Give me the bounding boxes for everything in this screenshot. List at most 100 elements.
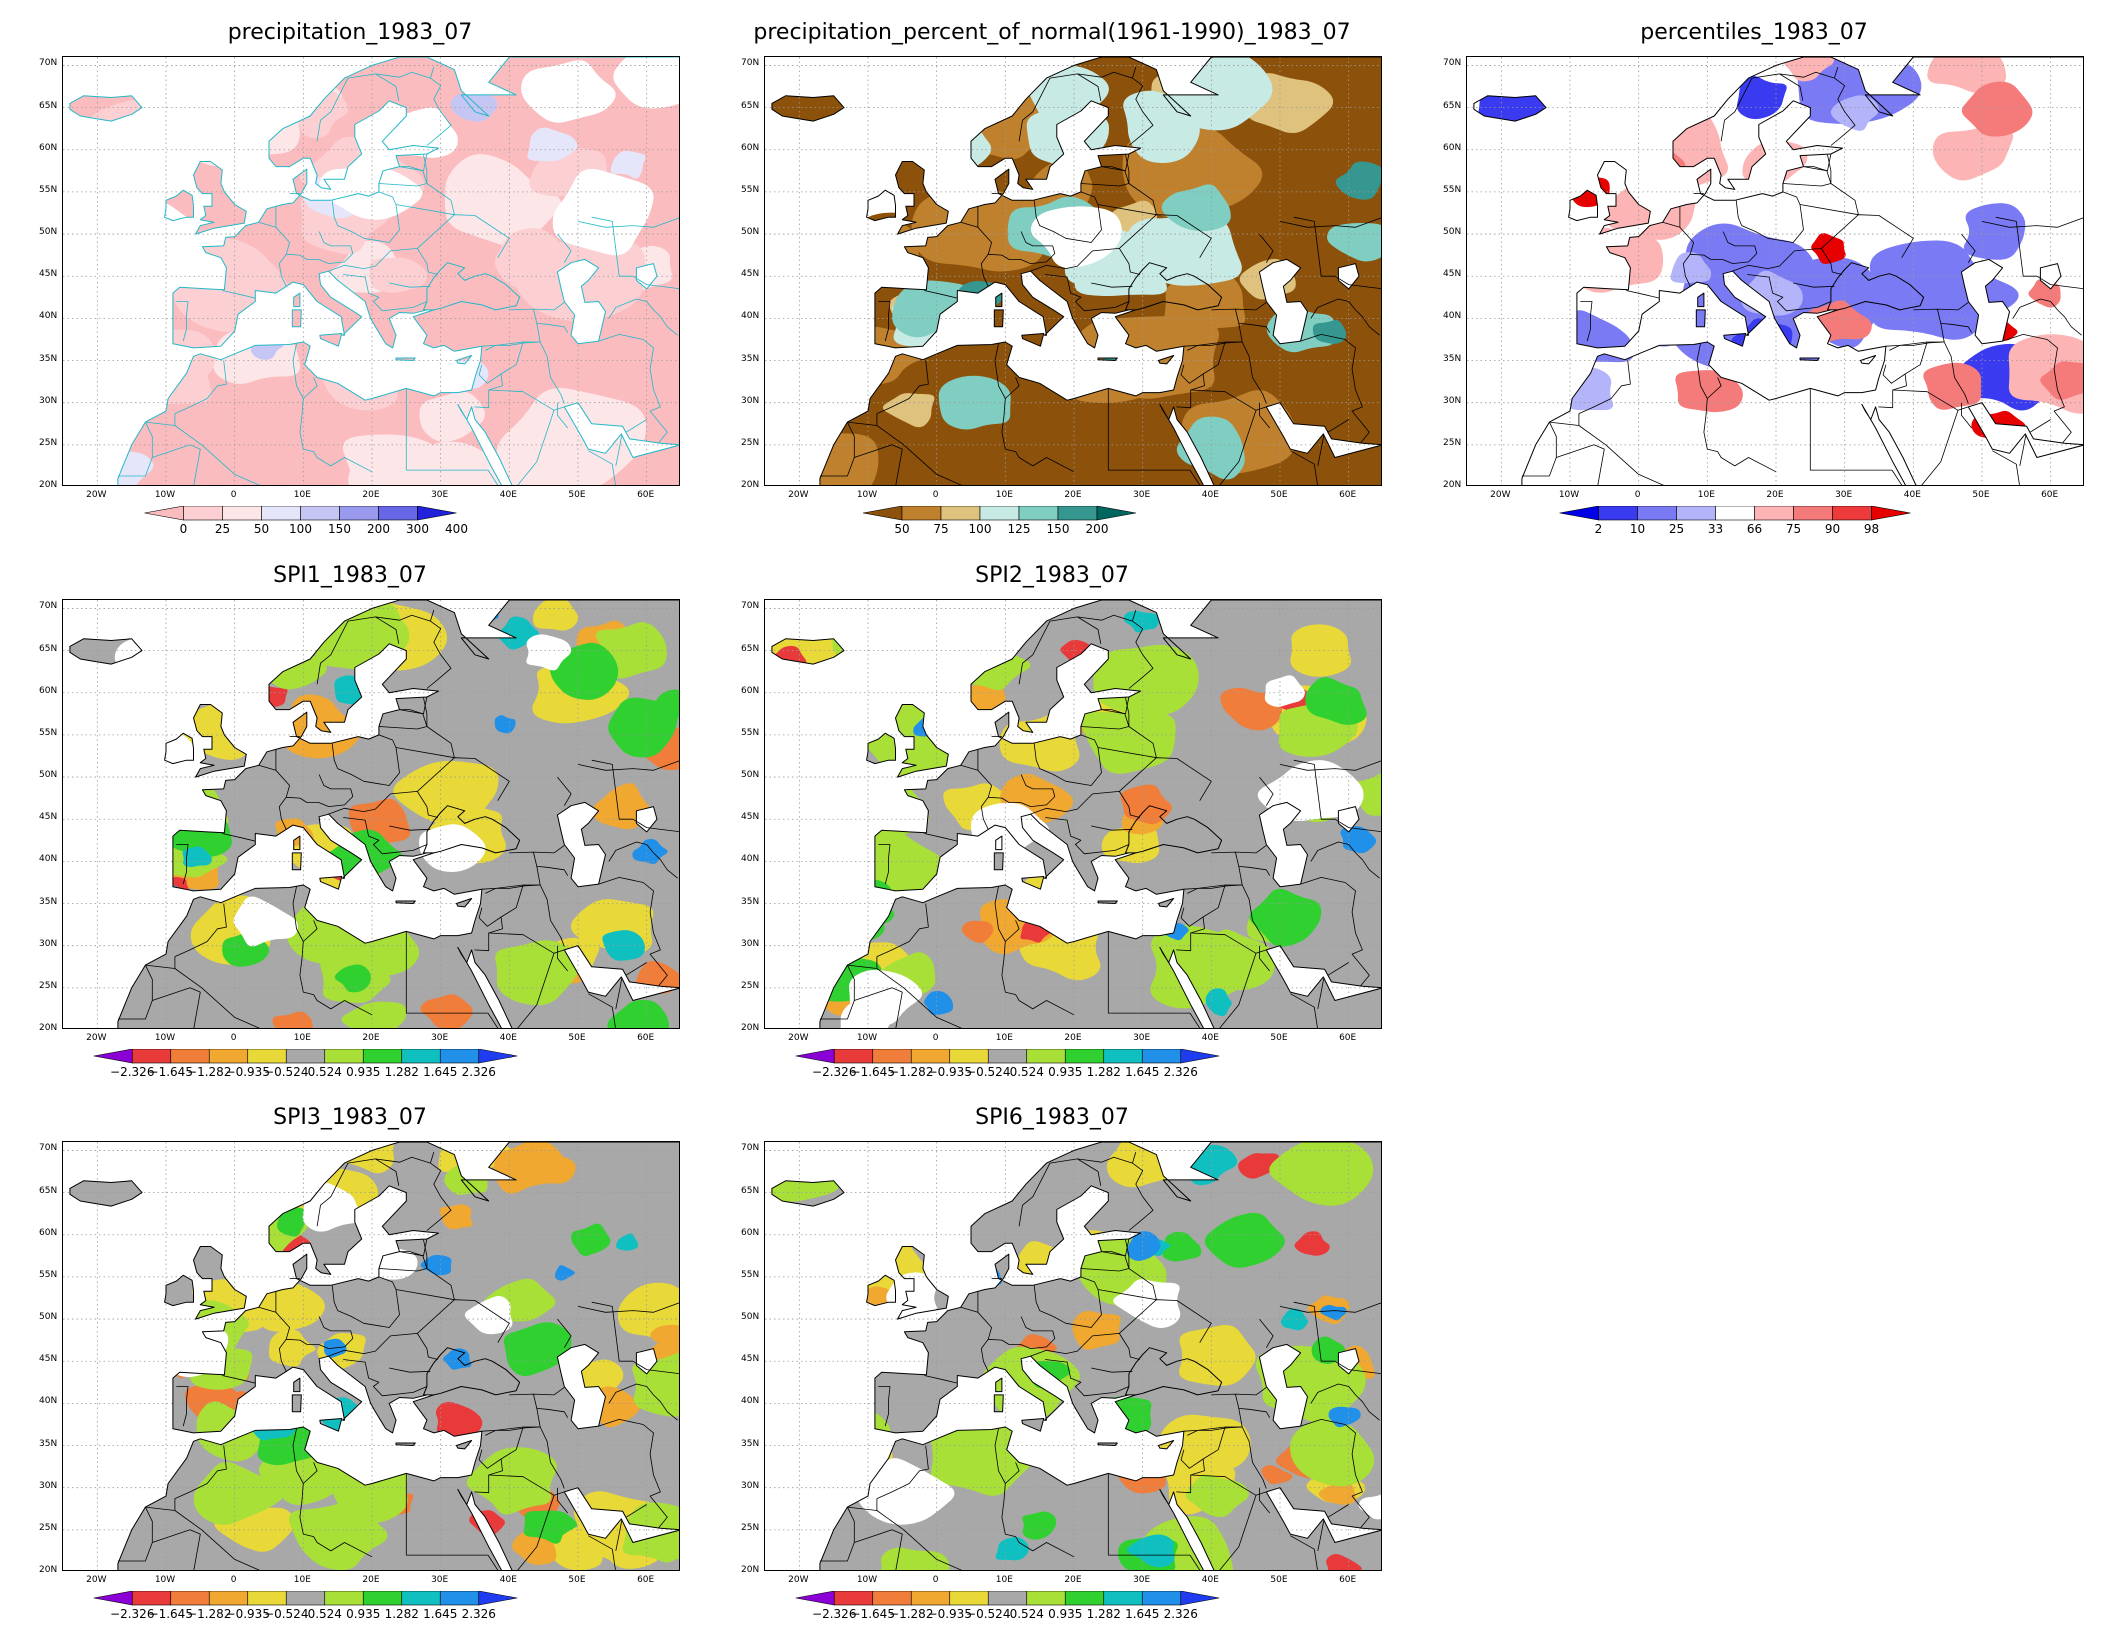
lon-tick-label: 40E <box>1201 490 1219 500</box>
colorbar: 0 25 50 100 150 200 300 400 <box>0 505 700 546</box>
colorbar-swatch <box>795 1048 835 1064</box>
colorbar-swatch <box>901 505 942 521</box>
lon-tick-label: 0 <box>932 490 939 500</box>
colorbar-swatch <box>1018 505 1059 521</box>
lat-tick-label: 40N <box>39 311 58 322</box>
colorbar-label: 1.282 <box>384 1607 419 1621</box>
lat-tick-label: 70N <box>741 601 760 612</box>
lat-tick-label: 45N <box>741 1354 760 1365</box>
map-canvas <box>63 1142 679 1570</box>
lat-tick-label: 65N <box>39 1185 58 1196</box>
colorbar-swatch <box>833 1048 874 1064</box>
lat-tick-label: 40N <box>741 854 760 865</box>
colorbar: −2.326 −1.645 −1.282 −0.935 −0.524 0.524 0.935… <box>0 1048 700 1089</box>
lat-tick-label: 25N <box>741 437 760 448</box>
colorbar-swatch <box>1026 1048 1066 1064</box>
panel-title: precipitation_1983_07 <box>227 20 473 45</box>
colorbar-swatch <box>1793 505 1833 521</box>
lat-tick-label: 50N <box>39 227 58 238</box>
map-panel-precipitation: precipitation_1983_07 70N 65N 60N 55N 50N 45N 4… <box>0 20 700 540</box>
map-canvas <box>765 1142 1381 1570</box>
colorbar-swatch <box>362 1048 403 1064</box>
lon-tick-label: 30E <box>1133 1575 1151 1585</box>
colorbar-label: 25 <box>1668 522 1685 536</box>
lat-tick-label: 40N <box>741 1396 760 1407</box>
map-panel-percentiles: percentiles_1983_07 70N 65N 60N 55N 50N 45N 40N… <box>1404 20 2104 540</box>
lon-tick-label: 0 <box>230 490 237 500</box>
lat-tick-label: 55N <box>39 727 58 738</box>
lon-tick-label: 10E <box>293 490 311 500</box>
colorbar-label: 125 <box>1007 522 1031 536</box>
colorbar-swatch <box>1096 505 1137 521</box>
lat-tick-label: 20N <box>741 1565 760 1575</box>
colorbar-swatch <box>170 1590 210 1606</box>
lon-tick-label: 0 <box>932 1575 939 1585</box>
lon-tick-label: 60E <box>637 1033 655 1043</box>
colorbar-label: −0.935 <box>927 1065 972 1079</box>
map-area <box>62 56 680 486</box>
colorbar-swatch <box>144 505 184 521</box>
colorbar-swatch <box>285 1048 326 1064</box>
colorbar-label: 2.326 <box>1163 1065 1198 1079</box>
colorbar-swatch <box>940 505 981 521</box>
lat-tick-label: 30N <box>39 1480 58 1491</box>
lat-tick-label: 70N <box>741 1143 760 1154</box>
colorbar-label: 0.524 <box>1009 1065 1044 1079</box>
colorbar-swatch <box>1064 1590 1105 1606</box>
lon-tick-label: 10W <box>154 490 176 500</box>
lon-tick-label: 50E <box>568 1033 586 1043</box>
lon-tick-label: 60E <box>1339 1033 1357 1043</box>
lon-tick-label: 20W <box>86 490 107 500</box>
colorbar-label: −0.935 <box>225 1065 270 1079</box>
lon-tick-label: 20W <box>788 490 809 500</box>
panel-title: percentiles_1983_07 <box>1640 20 1868 45</box>
lat-tick-label: 55N <box>741 727 760 738</box>
map-canvas <box>1467 57 2083 485</box>
lon-tick-label: 0 <box>932 1033 939 1043</box>
lon-tick-label: 10E <box>1697 490 1715 500</box>
panel-title: SPI1_1983_07 <box>273 563 427 588</box>
lon-tick-label: 60E <box>1339 1575 1357 1585</box>
lat-tick-label: 20N <box>1443 480 1462 490</box>
lon-tick-label: 40E <box>1201 1575 1219 1585</box>
colorbar-label: −2.326 <box>812 1065 857 1079</box>
lon-tick-label: 20E <box>362 1575 380 1585</box>
lon-tick-label: 20E <box>1064 490 1082 500</box>
colorbar-label: −0.524 <box>966 1607 1011 1621</box>
colorbar-swatch <box>1057 505 1098 521</box>
lat-tick-label: 65N <box>39 100 58 111</box>
lat-tick-label: 60N <box>39 685 58 696</box>
colorbar-swatch <box>1676 505 1716 521</box>
colorbar-label: −1.645 <box>148 1065 193 1079</box>
lon-tick-label: 20W <box>1490 490 1511 500</box>
colorbar-label: 1.282 <box>384 1065 419 1079</box>
colorbar-swatch <box>93 1590 133 1606</box>
panel-title: SPI6_1983_07 <box>975 1105 1129 1130</box>
colorbar-swatch <box>1180 1048 1220 1064</box>
lat-tick-label: 50N <box>1443 227 1462 238</box>
lat-tick-label: 65N <box>39 643 58 654</box>
colorbar-label: 1.645 <box>423 1065 458 1079</box>
colorbar-swatch <box>833 1590 874 1606</box>
lat-tick-label: 35N <box>741 1438 760 1449</box>
lon-tick-label: 40E <box>1201 1033 1219 1043</box>
colorbar-swatch <box>439 1048 480 1064</box>
map-panel-spi6: SPI6_1983_07 70N 65N 60N 55N 50N 45N 40N 35N 30N 2… <box>702 1105 1402 1621</box>
colorbar: −2.326 −1.645 −1.282 −0.935 −0.524 0.524 0.935… <box>702 1590 1402 1631</box>
lat-tick-label: 55N <box>39 1269 58 1280</box>
panel-title: SPI3_1983_07 <box>273 1105 427 1130</box>
colorbar-swatch <box>131 1590 172 1606</box>
colorbar-label: 300 <box>406 522 429 536</box>
lat-tick-label: 50N <box>39 1312 58 1323</box>
lon-tick-label: 20E <box>362 490 380 500</box>
lon-tick-label: 30E <box>1133 1033 1151 1043</box>
map-panel-spi1: SPI1_1983_07 70N 65N 60N 55N 50N 45N 40N 35N 30N 2… <box>0 563 700 1083</box>
map-canvas <box>63 57 679 485</box>
colorbar-swatch <box>170 1048 210 1064</box>
colorbar-swatch <box>979 505 1020 521</box>
lon-tick-label: 10W <box>856 1575 878 1585</box>
lat-tick-label: 70N <box>741 58 760 69</box>
colorbar-swatch <box>324 1048 364 1064</box>
lon-tick-label: 10E <box>293 1033 311 1043</box>
colorbar-label: 150 <box>328 522 351 536</box>
